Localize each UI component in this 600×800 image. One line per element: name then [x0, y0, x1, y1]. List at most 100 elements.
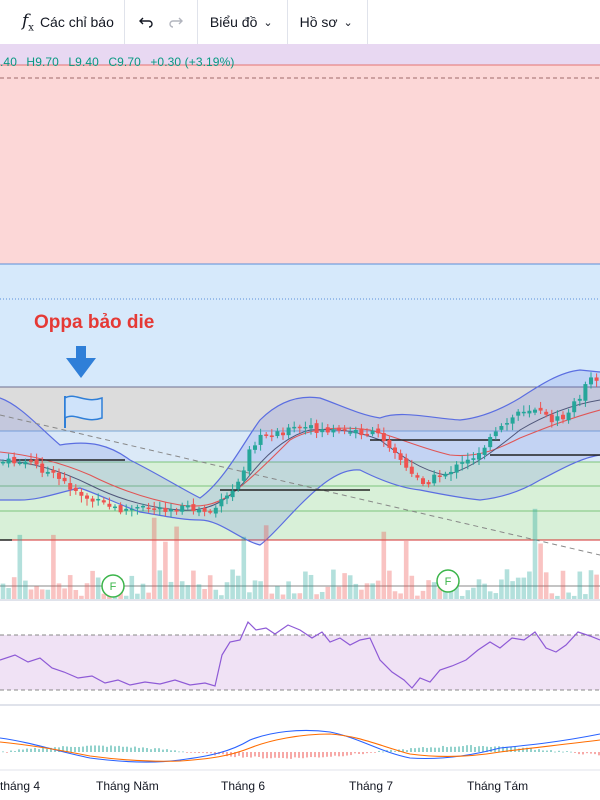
legend-high: H9.70 — [26, 55, 59, 69]
legend-low: L9.40 — [68, 55, 99, 69]
candle-body — [521, 411, 526, 414]
candle-body — [101, 500, 106, 503]
macd-histogram-bar — [326, 752, 328, 757]
profile-menu-button[interactable]: Hồ sơ ⌄ — [288, 0, 367, 44]
toolbar: fx Các chỉ báo Biểu đồ ⌄ Hồ sơ ⌄ — [0, 0, 600, 45]
macd-histogram-bar — [518, 748, 520, 752]
macd-histogram-bar — [2, 751, 4, 753]
volume-bar — [286, 581, 291, 600]
macd-histogram-bar — [486, 746, 488, 752]
redo-button[interactable] — [161, 0, 197, 44]
macd-histogram-bar — [510, 746, 512, 752]
macd-histogram-bar — [578, 752, 580, 755]
volume-bar — [431, 582, 437, 600]
candle-body — [465, 459, 470, 464]
chart-menu-button[interactable]: Biểu đồ ⌄ — [198, 0, 287, 44]
ohlc-legend: .40 H9.70 L9.40 C9.70 +0.30 (+3.19%) — [0, 55, 240, 69]
event-marker[interactable]: F — [101, 574, 125, 598]
macd-histogram-bar — [178, 751, 180, 753]
volume-bar — [95, 577, 101, 600]
macd-histogram-bar — [426, 747, 428, 752]
volume-bar — [381, 531, 387, 600]
macd-histogram-bar — [506, 747, 508, 752]
candle-body — [269, 435, 274, 438]
macd-histogram-bar — [154, 748, 156, 752]
macd-histogram-bar — [82, 746, 84, 752]
candle-body — [169, 509, 173, 512]
volume-bar — [515, 577, 521, 600]
macd-histogram-bar — [114, 746, 116, 752]
candle-body — [174, 510, 179, 512]
macd-histogram-bar — [402, 749, 404, 752]
macd-histogram-bar — [90, 745, 92, 752]
macd-histogram-bar — [126, 746, 128, 752]
candle-body — [331, 429, 336, 433]
candle-body — [493, 431, 498, 437]
macd-histogram-bar — [202, 752, 204, 753]
volume-bar — [213, 589, 219, 600]
indicators-button[interactable]: fx Các chỉ báo — [0, 0, 124, 44]
volume-bar — [62, 588, 67, 600]
candle-body — [409, 466, 414, 474]
candle-body — [73, 487, 78, 491]
volume-bar — [140, 583, 146, 600]
chart-canvas[interactable]: F F — [0, 44, 600, 800]
undo-button[interactable] — [125, 0, 161, 44]
macd-histogram-bar — [530, 748, 532, 752]
macd-histogram-bar — [262, 752, 264, 759]
volume-bar — [588, 570, 594, 600]
volume-bar — [538, 543, 543, 600]
macd-histogram-bar — [566, 751, 568, 752]
volume-bar — [219, 595, 224, 600]
volume-bar — [252, 580, 258, 600]
volume-bar — [465, 590, 471, 600]
fx-icon: fx — [22, 10, 34, 34]
legend-open: .40 — [0, 55, 17, 69]
rsi-band — [0, 635, 600, 690]
candle-body — [230, 490, 235, 498]
volume-bar — [269, 593, 275, 600]
macd-histogram-bar — [378, 750, 380, 752]
volume-bar — [499, 579, 504, 600]
candle-body — [309, 425, 313, 429]
volume-bar — [437, 587, 443, 600]
macd-histogram-bar — [286, 752, 288, 759]
annotation-text[interactable]: Oppa bảo die — [34, 312, 155, 333]
volume-bar — [157, 570, 163, 600]
macd-histogram-bar — [474, 746, 476, 752]
volume-bar — [151, 517, 157, 600]
macd-histogram-bar — [46, 748, 48, 752]
x-axis-label: Tháng 7 — [349, 779, 394, 793]
event-marker[interactable]: F — [436, 569, 460, 593]
candle-body — [426, 482, 431, 485]
flag-icon — [64, 395, 103, 428]
macd-histogram-bar — [430, 747, 432, 752]
macd-histogram-bar — [186, 752, 188, 753]
macd-histogram-bar — [38, 749, 40, 752]
macd-histogram-bar — [66, 746, 68, 752]
volume-bar — [280, 594, 286, 600]
candle-body — [572, 401, 577, 413]
volume-bar — [387, 570, 392, 600]
candle-body — [129, 508, 134, 511]
volume-bar — [191, 570, 196, 600]
candle-body — [146, 507, 151, 510]
candle-body — [202, 508, 207, 512]
candle-body — [376, 428, 381, 434]
macd-histogram-bar — [206, 752, 208, 754]
candle-body — [29, 460, 33, 462]
volume-bar — [314, 594, 319, 600]
macd-histogram-bar — [550, 750, 552, 752]
volume-bar — [23, 580, 28, 600]
macd-histogram-bar — [562, 751, 564, 753]
candle-body — [499, 426, 504, 430]
macd-histogram-bar — [22, 749, 24, 752]
macd-histogram-bar — [190, 752, 192, 753]
macd-histogram-bar — [598, 752, 600, 756]
volume-bar — [123, 595, 129, 600]
candle-body — [365, 433, 369, 436]
macd-histogram-bar — [306, 752, 308, 758]
candle-body — [45, 471, 50, 474]
macd-histogram-bar — [330, 752, 332, 757]
macd-histogram-bar — [78, 746, 80, 752]
